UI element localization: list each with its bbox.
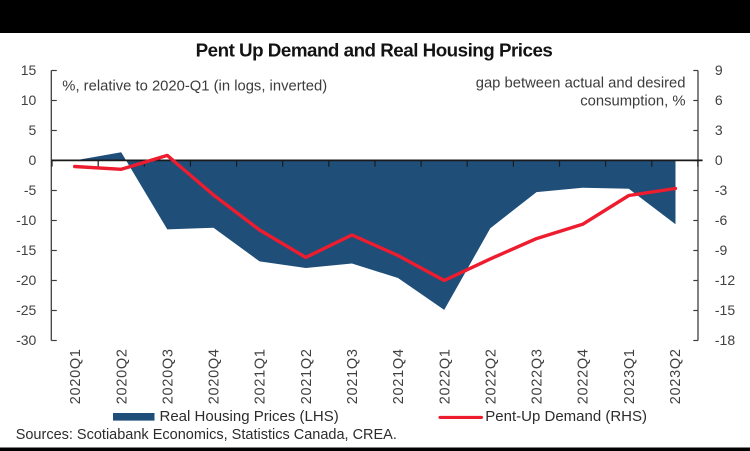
svg-text:-5: -5 [24,182,37,198]
svg-text:2021Q3: 2021Q3 [345,348,361,404]
svg-text:2023Q2: 2023Q2 [668,348,684,404]
svg-text:Sources: Scotiabank Economics,: Sources: Scotiabank Economics, Statistic… [16,427,397,443]
svg-text:%, relative to 2020-Q1 (in log: %, relative to 2020-Q1 (in logs, inverte… [62,79,327,95]
svg-text:2020Q2: 2020Q2 [114,348,130,404]
svg-text:Pent-Up Demand (RHS): Pent-Up Demand (RHS) [485,408,647,425]
svg-text:15: 15 [21,62,37,78]
svg-text:0: 0 [715,152,723,168]
svg-text:5: 5 [29,122,37,138]
svg-text:2020Q1: 2020Q1 [68,348,84,404]
svg-text:2022Q4: 2022Q4 [576,348,592,404]
svg-text:-6: -6 [715,212,728,228]
svg-text:consumption, %: consumption, % [580,94,685,110]
svg-text:2023Q1: 2023Q1 [622,348,638,404]
svg-text:-18: -18 [715,332,735,348]
svg-text:-3: -3 [715,182,728,198]
svg-text:-9: -9 [715,242,728,258]
svg-text:Real Housing Prices (LHS): Real Housing Prices (LHS) [160,408,339,425]
svg-text:0: 0 [29,152,37,168]
svg-text:2021Q4: 2021Q4 [391,348,407,404]
svg-text:9: 9 [715,62,723,78]
svg-text:-20: -20 [16,272,36,288]
svg-text:-15: -15 [715,302,735,318]
svg-text:10: 10 [21,92,37,108]
svg-text:2020Q4: 2020Q4 [207,348,223,404]
svg-text:2020Q3: 2020Q3 [160,348,176,404]
svg-text:-30: -30 [16,332,36,348]
svg-text:2022Q2: 2022Q2 [483,348,499,404]
svg-text:gap between actual and desired: gap between actual and desired [476,76,686,92]
svg-text:3: 3 [715,122,723,138]
svg-text:2021Q1: 2021Q1 [253,348,269,404]
svg-text:2021Q2: 2021Q2 [299,348,315,404]
svg-text:Pent Up Demand and Real Housin: Pent Up Demand and Real Housing Prices [196,40,553,61]
svg-text:-15: -15 [16,242,36,258]
svg-text:2022Q3: 2022Q3 [530,348,546,404]
svg-text:-12: -12 [715,272,735,288]
svg-text:6: 6 [715,92,723,108]
svg-text:-10: -10 [16,212,36,228]
svg-text:-25: -25 [16,302,36,318]
svg-text:2022Q1: 2022Q1 [437,348,453,404]
